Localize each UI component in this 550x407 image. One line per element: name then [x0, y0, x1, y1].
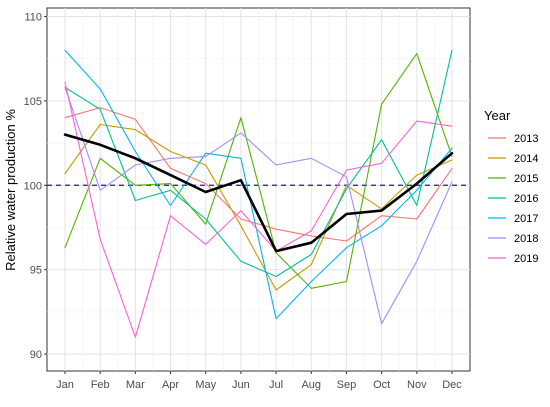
y-axis-title: Relative water production % [3, 109, 18, 271]
x-tick-label: Oct [373, 379, 390, 391]
axes: 90 95 100 105 110 Jan Feb Mar Apr May Jun Jul Aug Sep… [24, 11, 463, 391]
x-tick-label: Aug [301, 379, 321, 391]
average-series-line [63, 133, 454, 253]
x-tick-label: Jun [232, 379, 250, 391]
x-tick-label: Mar [126, 379, 145, 391]
y-tick-label: 90 [30, 349, 42, 361]
x-tick-label: Sep [337, 379, 357, 391]
x-tick-label: Jul [269, 379, 283, 391]
series-line-2014 [64, 123, 453, 291]
x-tick-label: Dec [442, 379, 462, 391]
series-line-2015 [64, 53, 453, 289]
legend-label-2016: 2016 [514, 193, 538, 205]
y-tick-label: 95 [30, 265, 42, 277]
x-tick-label: Jan [56, 379, 74, 391]
series-line-2018 [64, 86, 453, 325]
x-tick-label: Feb [91, 379, 110, 391]
series-line-2017 [64, 49, 453, 320]
series-group [63, 49, 454, 338]
series-line-2019 [64, 81, 453, 338]
legend-label-2015: 2015 [514, 173, 538, 185]
legend-label-2014: 2014 [514, 153, 538, 165]
y-tick-label: 105 [24, 96, 42, 108]
series-line-2016 [64, 49, 453, 278]
x-tick-label: Apr [162, 379, 179, 391]
series-line-2013 [64, 107, 453, 242]
x-tick-label: May [195, 379, 216, 391]
y-tick-label: 110 [24, 11, 42, 23]
legend-label-2019: 2019 [514, 253, 538, 265]
y-tick-label: 100 [24, 180, 42, 192]
x-tick-label: Nov [407, 379, 427, 391]
legend-label-2018: 2018 [514, 233, 538, 245]
legend: Year 2013 2014 2015 2016 2017 2018 2019 [484, 108, 538, 265]
legend-label-2017: 2017 [514, 213, 538, 225]
legend-label-2013: 2013 [514, 133, 538, 145]
legend-title: Year [484, 108, 511, 123]
